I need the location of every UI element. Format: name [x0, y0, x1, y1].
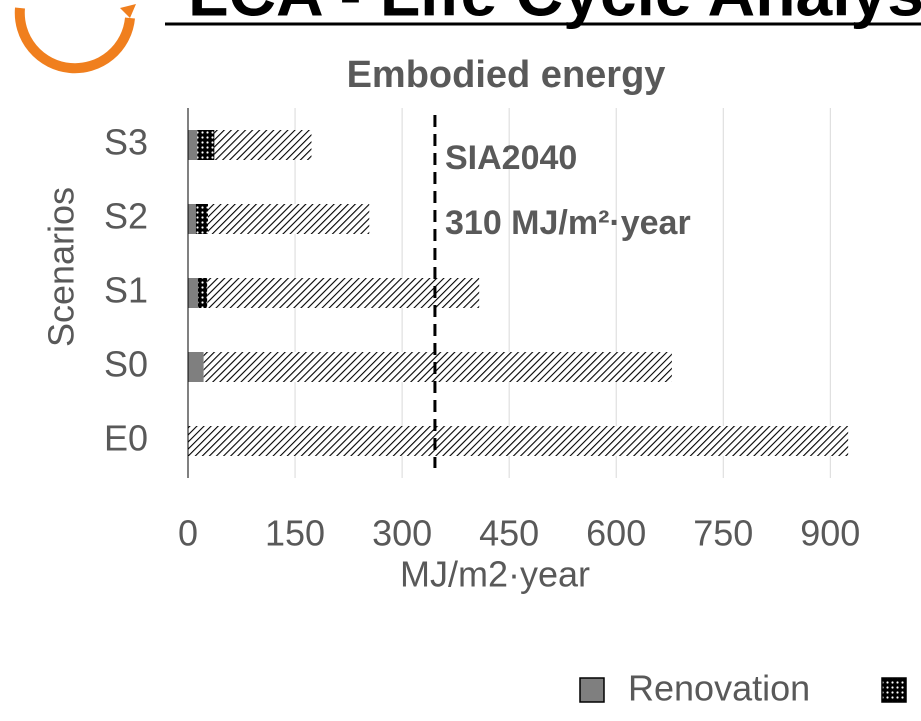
bar-segment	[197, 130, 215, 160]
x-tick-label: 600	[586, 513, 646, 554]
chart-title: Embodied energy	[347, 54, 666, 96]
x-axis-label: MJ/m2·year	[400, 554, 590, 595]
y-tick-label: S0	[104, 344, 148, 385]
x-tick-label: 150	[265, 513, 325, 554]
y-tick-label: E0	[104, 418, 148, 459]
y-tick-label: S3	[104, 122, 148, 163]
logo	[14, 4, 136, 74]
y-axis-label: Scenarios	[41, 187, 82, 347]
annotation: 310 MJ/m²·year	[445, 204, 691, 242]
x-tick-label: 300	[372, 513, 432, 554]
bar-segment	[203, 352, 672, 382]
annotation: SIA2040	[445, 139, 577, 177]
x-tick-label: 900	[800, 513, 860, 554]
y-tick-label: S1	[104, 270, 148, 311]
legend-swatch	[881, 677, 907, 703]
bar-segment	[195, 204, 208, 234]
y-tick-label: S2	[104, 196, 148, 237]
bar-segment	[188, 426, 849, 456]
bar-segment	[207, 204, 370, 234]
x-tick-label: 750	[693, 513, 753, 554]
bar-segment	[197, 278, 208, 308]
x-tick-label: 450	[479, 513, 539, 554]
legend-swatch	[579, 677, 605, 703]
bar-segment	[188, 352, 204, 382]
bar-segment	[188, 278, 198, 308]
bar-segment	[214, 130, 312, 160]
x-tick-label: 0	[178, 513, 198, 554]
bar-segment	[188, 204, 196, 234]
legend-label: Renovation	[628, 668, 810, 709]
bar-segment	[188, 130, 198, 160]
bar-segment	[207, 278, 480, 308]
